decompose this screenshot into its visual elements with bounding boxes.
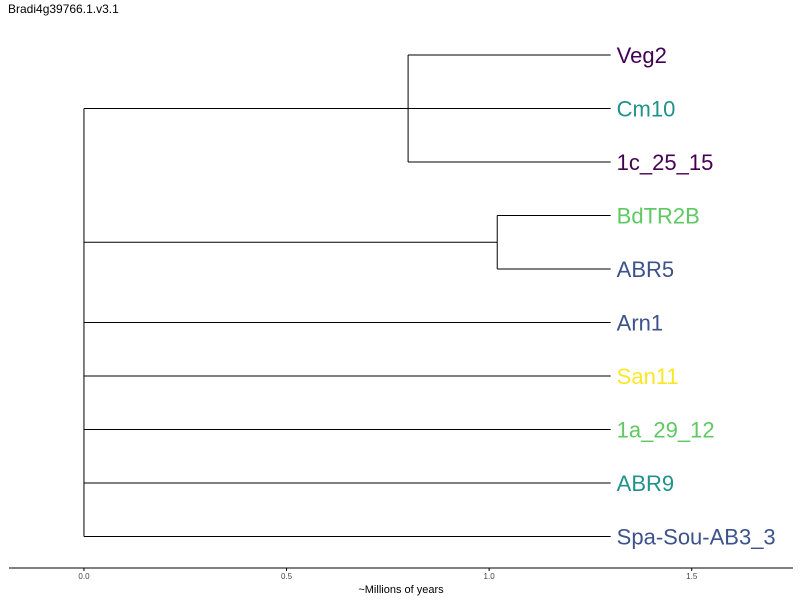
leaf-label: 1c_25_15 <box>617 150 714 175</box>
leaf-label: BdTR2B <box>617 204 700 229</box>
leaf-label: Spa-Sou-AB3_3 <box>617 525 776 550</box>
x-tick-label: 0.0 <box>78 572 90 581</box>
x-axis-ticks: 0.0 0.5 1.0 1.5 <box>78 568 698 581</box>
leaf-label: Arn1 <box>617 311 663 336</box>
x-axis: 0.0 0.5 1.0 1.5 ~Millions of years <box>9 567 793 596</box>
leaf-label: 1a_29_12 <box>617 418 715 443</box>
leaf-label: ABR9 <box>617 471 674 496</box>
x-tick-label: 0.5 <box>281 572 293 581</box>
figure-title: Bradi4g39766.1.v3.1 <box>8 2 119 16</box>
tree-branches <box>83 54 611 537</box>
leaf-labels: Veg2 Cm10 1c_25_15 BdTR2B ABR5 Arn1 San11 1a_29… <box>617 43 776 550</box>
x-tick-label: 1.5 <box>686 572 698 581</box>
leaf-label: ABR5 <box>617 257 674 282</box>
leaf-label: San11 <box>617 364 679 389</box>
x-axis-label: ~Millions of years <box>358 584 444 596</box>
leaf-label: Cm10 <box>617 97 676 122</box>
leaf-label: Veg2 <box>617 43 667 68</box>
x-tick-label: 1.0 <box>484 572 496 581</box>
